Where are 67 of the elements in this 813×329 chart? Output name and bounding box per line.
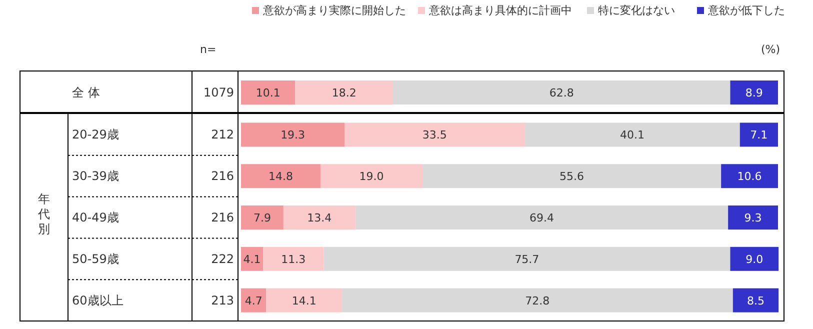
bar [324,246,730,271]
text: (%) [760,43,780,56]
text: 222 [211,252,234,266]
data-label: 18.2 [332,86,356,100]
text: 216 [211,169,234,184]
data-label: 62.8 [549,86,574,100]
data-label: 4.1 [243,252,261,266]
bar [241,122,345,147]
bar [241,246,264,271]
y-tick-label: 30-39歳 [72,169,119,184]
data-label: 9.0 [746,252,764,266]
bar [266,288,342,312]
text: 年代別 [37,192,50,236]
text: n= [200,43,216,56]
data-label: 33.5 [422,128,447,142]
data-label: 10.1 [256,86,280,100]
data-label: 7.9 [253,212,271,224]
bar [732,288,779,312]
legend-label: 意欲が低下した [707,4,785,17]
bar [241,80,296,104]
data-label: 14.8 [268,170,293,184]
y-tick-label: 20-29歳 [72,128,119,142]
text: 1079 [203,86,234,100]
data-label: 72.8 [525,294,550,308]
bar [283,206,356,230]
bar [263,246,324,271]
bar [728,206,778,230]
bar [392,80,730,104]
legend-label: 意欲が高まり実際に開始した [262,4,406,17]
bar [730,80,778,104]
bar [730,246,779,271]
bar [422,164,722,188]
data-label: 19.3 [280,128,306,142]
data-label: 10.6 [737,170,762,184]
data-label: 8.9 [745,86,763,100]
bar [344,122,525,147]
data-label: 14.1 [292,294,316,308]
text: 216 [211,210,234,224]
data-label: 40.1 [620,128,644,142]
bar [524,122,740,147]
bar [241,288,266,312]
data-label: 7.1 [750,128,768,142]
data-label: 11.3 [281,252,306,266]
text: 213 [211,293,234,308]
bar [241,206,284,230]
y-tick-label: 全 体 [72,86,100,100]
legend-label: 特に変化はない [598,4,675,17]
data-label: 8.5 [746,294,764,308]
data-label: 75.7 [514,252,540,266]
data-label: 69.4 [529,212,554,224]
bar [295,80,393,104]
y-tick-label: 60歳以上 [72,293,124,308]
y-tick-label: 40-49歳 [72,210,119,224]
data-label: 55.6 [560,170,584,184]
text: 212 [211,128,234,142]
legend-label: 意欲は高まり具体的に計画中 [428,4,572,17]
data-label: 13.4 [307,212,332,224]
data-label: 19.0 [359,170,384,184]
bar [241,164,320,188]
bar [355,206,728,230]
data-label: 9.3 [744,212,762,224]
bar [320,164,423,188]
bar [342,288,733,312]
data-label: 4.7 [244,294,262,308]
y-tick-label: 50-59歳 [72,252,119,266]
bar [721,164,778,188]
bar [740,122,778,147]
